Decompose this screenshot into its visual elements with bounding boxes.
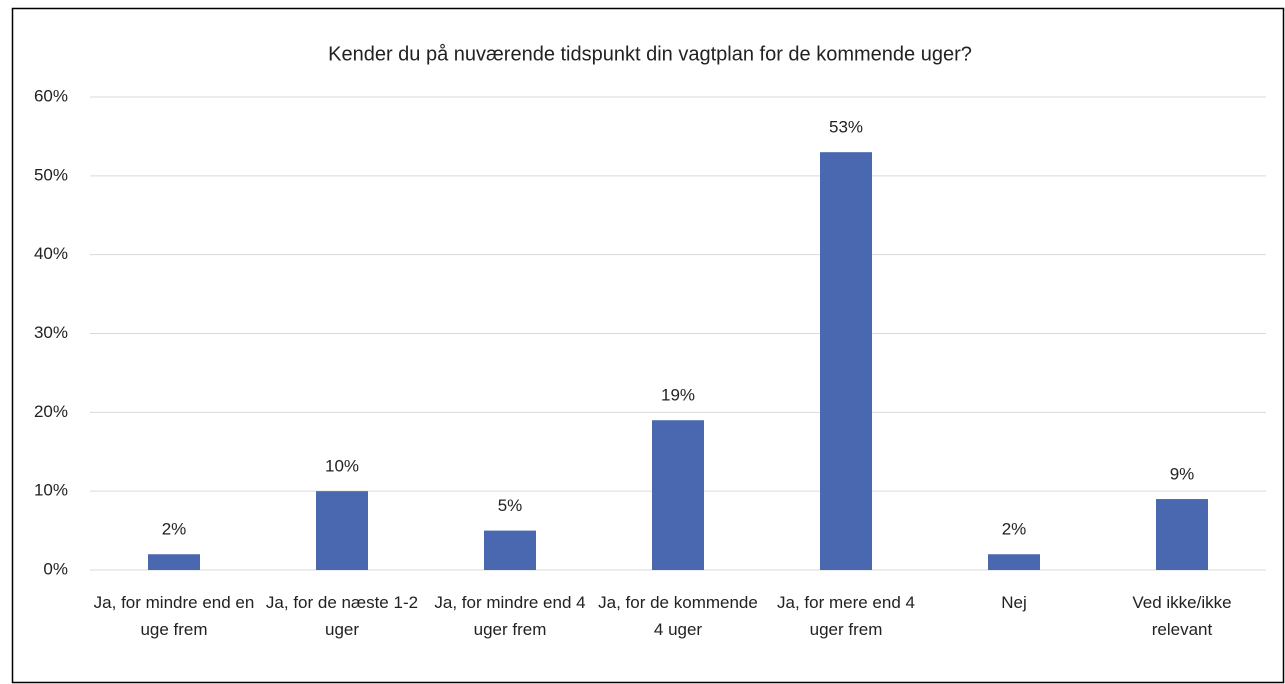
y-tick-label: 20%: [34, 402, 68, 421]
bar: [316, 491, 368, 570]
x-tick-label: Ved ikke/ikke relevant: [1132, 593, 1232, 639]
bar: [652, 420, 704, 570]
x-tick-label: Ja, for de næste 1-2 uger: [265, 593, 419, 639]
chart-title: Kender du på nuværende tidspunkt din vag…: [328, 43, 972, 65]
y-tick-label: 60%: [34, 86, 68, 105]
data-label: 10%: [325, 457, 359, 476]
data-label: 2%: [1002, 520, 1027, 539]
y-tick-label: 40%: [34, 244, 68, 263]
chart-border: [11, 7, 1285, 684]
x-tick-label: Ja, for mindre end en uge frem: [93, 593, 255, 639]
data-label: 53%: [829, 118, 863, 137]
y-tick-label: 0%: [43, 559, 68, 578]
data-label: 2%: [162, 520, 187, 539]
bar: [1156, 499, 1208, 570]
data-label: 9%: [1170, 465, 1195, 484]
y-tick-label: 50%: [34, 165, 68, 184]
x-tick-label: Nej: [1001, 593, 1027, 612]
y-tick-label: 30%: [34, 323, 68, 342]
x-tick-label: Ja, for de kommende 4 uger: [598, 593, 758, 639]
bar: [988, 554, 1040, 570]
data-label: 19%: [661, 386, 695, 405]
bar: [148, 554, 200, 570]
bar: [484, 530, 536, 570]
x-tick-label: Ja, for mindre end 4 uger frem: [434, 593, 586, 639]
bar: [820, 152, 872, 570]
x-tick-label: Ja, for mere end 4 uger frem: [777, 593, 915, 639]
y-tick-label: 10%: [34, 481, 68, 500]
data-label: 5%: [498, 496, 523, 515]
